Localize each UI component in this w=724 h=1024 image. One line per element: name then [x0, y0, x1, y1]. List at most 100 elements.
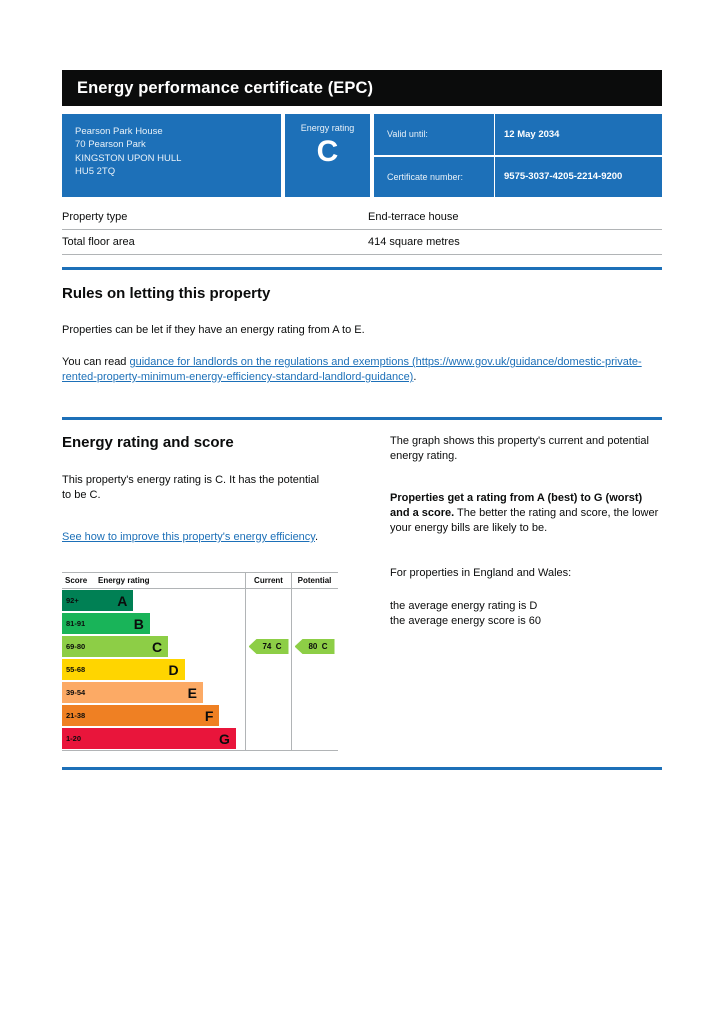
improve-link-suffix: . — [314, 531, 319, 543]
band-letter-label: C — [152, 638, 163, 655]
band-score-label: 81-91 — [66, 619, 86, 628]
current-marker-cell — [245, 658, 291, 681]
current-marker-cell: 74 C — [245, 635, 291, 658]
band-bar-a: 92+ A — [62, 590, 134, 611]
band-score-label: 1-20 — [66, 734, 82, 743]
rules-guidance-paragraph: You can read guidance for landlords on t… — [62, 355, 652, 385]
current-marker-cell — [245, 727, 291, 750]
certificate-number-value: 9575-3037-4205-2214-9200 — [504, 171, 623, 183]
average-rating-line: the average energy rating is D — [390, 600, 538, 612]
rating-scale-explainer: Properties get a rating from A (best) to… — [390, 491, 662, 536]
current-rating-arrow: 74 C — [248, 639, 289, 654]
band-cell: 1-20 G — [62, 727, 245, 750]
floor-area-label: Total floor area — [62, 236, 135, 248]
potential-marker-cell — [291, 681, 337, 704]
band-letter-label: E — [187, 684, 197, 701]
england-wales-intro: For properties in England and Wales: — [390, 567, 572, 579]
band-letter-label: A — [117, 592, 128, 609]
improve-efficiency-link[interactable]: See how to improve this property's energ… — [62, 531, 315, 543]
potential-marker-cell — [291, 612, 337, 635]
floor-area-value: 414 square metres — [368, 236, 460, 248]
chart-band-row-g: 1-20 G — [62, 727, 338, 750]
band-cell: 69-80 C — [62, 635, 245, 658]
section-divider — [62, 267, 662, 270]
band-letter-label: G — [218, 730, 230, 747]
potential-rating-arrow: 80 C — [294, 639, 335, 654]
current-marker-cell — [245, 681, 291, 704]
chart-band-row-d: 55-68 D — [62, 658, 338, 681]
rules-section-heading: Rules on letting this property — [62, 285, 271, 302]
valid-until-row: Valid until: 12 May 2034 — [374, 114, 662, 155]
certificate-number-row: Certificate number: 9575-3037-4205-2214-… — [374, 156, 662, 197]
certificate-summary: Pearson Park House 70 Pearson Park KINGS… — [62, 114, 662, 197]
band-score-label: 21-38 — [66, 711, 86, 720]
address-line: Pearson Park House — [75, 126, 163, 137]
page-header: Energy performance certificate (EPC) — [62, 70, 662, 106]
graph-explainer: The graph shows this property's current … — [390, 435, 649, 462]
rating-scale-rest: The better the rating and score, the low… — [390, 507, 659, 534]
property-type-label: Property type — [62, 211, 128, 223]
chart-band-row-c: 69-80 C 74 C 80 C — [62, 635, 338, 658]
energy-rating-label: Energy rating — [300, 123, 355, 133]
chart-band-row-f: 21-38 F — [62, 704, 338, 727]
potential-marker-cell — [291, 704, 337, 727]
table-row: Total floor area 414 square metres — [62, 230, 662, 255]
score-column-header: Score — [65, 576, 88, 585]
band-bar-e: 39-54 E — [62, 682, 203, 703]
property-details-table: Property type End-terrace house Total fl… — [62, 205, 662, 255]
band-score-label: 69-80 — [66, 642, 86, 651]
validity-box: Valid until: 12 May 2034 Certificate num… — [374, 114, 662, 197]
rating-left-column: Energy rating and score This property's … — [62, 434, 362, 751]
energy-rating-section: Energy rating and score This property's … — [62, 434, 662, 751]
potential-marker-cell — [291, 658, 337, 681]
section-divider — [62, 417, 662, 420]
chart-band-row-a: 92+ A — [62, 589, 338, 612]
chart-band-row-b: 81-91 B — [62, 612, 338, 635]
band-letter-label: B — [133, 615, 144, 632]
guidance-text-prefix: You can read — [62, 356, 130, 368]
rating-section-heading: Energy rating and score — [62, 434, 234, 451]
current-marker-cell — [245, 612, 291, 635]
landlord-guidance-link[interactable]: guidance for landlords on the regulation… — [62, 356, 642, 383]
property-type-value: End-terrace house — [368, 211, 459, 223]
rating-right-column: The graph shows this property's current … — [390, 434, 662, 751]
band-cell: 55-68 D — [62, 658, 245, 681]
epc-chart-rows: 92+ A 81-91 B 69-80 C 74 C 80 C 55-68 D 39-54 E 21-3… — [62, 589, 338, 750]
potential-marker-cell — [291, 727, 337, 750]
rules-section: Rules on letting this property Propertie… — [62, 285, 662, 385]
certificate-number-label: Certificate number: — [374, 156, 495, 197]
band-bar-d: 55-68 D — [62, 659, 185, 680]
band-score-label: 55-68 — [66, 665, 86, 674]
current-marker-cell — [245, 589, 291, 612]
band-letter-label: D — [168, 661, 179, 678]
potential-column-header: Potential — [291, 573, 337, 588]
rating-scale-bold: Properties get a rating from A (best) to… — [390, 492, 643, 519]
band-cell: 21-38 F — [62, 704, 245, 727]
chart-band-row-e: 39-54 E — [62, 681, 338, 704]
property-address: Pearson Park House 70 Pearson Park KINGS… — [62, 114, 281, 197]
valid-until-value: 12 May 2034 — [504, 128, 560, 140]
current-column-header: Current — [245, 573, 291, 588]
page-title: Energy performance certificate (EPC) — [77, 78, 374, 97]
current-marker-cell — [245, 704, 291, 727]
address-line: KINGSTON UPON HULL — [75, 152, 182, 164]
band-score-label: 92+ — [66, 596, 79, 605]
band-cell: 39-54 E — [62, 681, 245, 704]
table-row: Property type End-terrace house — [62, 205, 662, 230]
band-cell: 81-91 B — [62, 612, 245, 635]
band-bar-b: 81-91 B — [62, 613, 150, 634]
band-letter-label: F — [204, 707, 214, 724]
rules-paragraph: Properties can be let if they have an en… — [62, 324, 365, 336]
energy-rating-box: Energy rating C — [285, 114, 370, 197]
improve-paragraph: See how to improve this property's energ… — [62, 530, 324, 545]
chart-header-row: Score Energy rating Current Potential — [62, 573, 338, 589]
valid-until-label: Valid until: — [374, 114, 495, 155]
address-line: 70 Pearson Park — [75, 139, 146, 151]
rating-column-header: Energy rating — [98, 576, 150, 585]
band-bar-f: 21-38 F — [62, 705, 220, 726]
band-bar-c: 69-80 C — [62, 636, 169, 657]
address-line: HU5 2TQ — [75, 166, 116, 178]
band-score-label: 39-54 — [66, 688, 86, 697]
rating-description: This property's energy rating is C. It h… — [62, 474, 320, 501]
